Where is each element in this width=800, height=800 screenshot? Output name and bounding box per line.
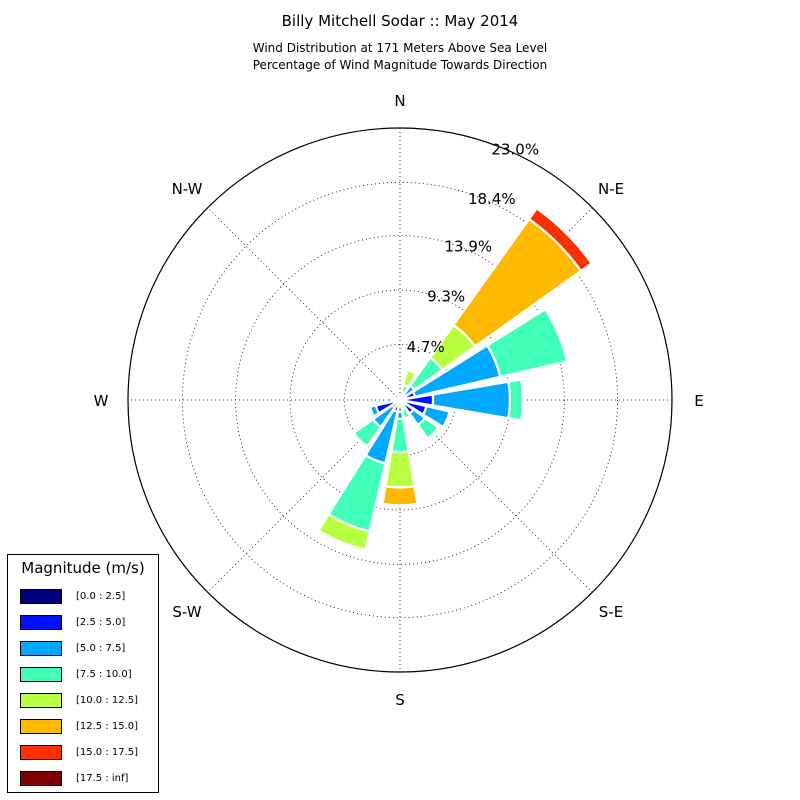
outer-ring bbox=[127, 127, 673, 673]
wind-rose-bar-segment bbox=[397, 396, 402, 401]
direction-label-w: W bbox=[94, 392, 109, 410]
wind-rose-bar-segment bbox=[527, 206, 594, 273]
wind-rose-bar-segment bbox=[421, 404, 451, 429]
direction-label-n-e: N-E bbox=[598, 180, 624, 198]
legend-swatch bbox=[20, 771, 62, 786]
legend-swatch bbox=[20, 745, 62, 760]
radial-tick-label: 23.0% bbox=[491, 141, 539, 159]
direction-label-s: S bbox=[395, 691, 405, 709]
legend-title: Magnitude (m/s) bbox=[21, 559, 145, 577]
wind-rose-bar-segment bbox=[317, 512, 371, 552]
chart-subtitle-line-2: Percentage of Wind Magnitude Towards Dir… bbox=[252, 58, 548, 72]
legend-swatch bbox=[20, 589, 62, 604]
wind-rose-bar-segment bbox=[381, 485, 419, 507]
direction-label-s-w: S-W bbox=[172, 603, 201, 621]
chart-subtitle-line-1: Wind Distribution at 171 Meters Above Se… bbox=[252, 41, 548, 55]
chart-title: Billy Mitchell Sodar :: May 2014 bbox=[281, 12, 519, 30]
direction-label-n-w: N-W bbox=[172, 180, 203, 198]
chart-labels: 4.7% 9.3% 13.9% 18.4% 23.0% N N-E E S-E S S-W W N-W bbox=[94, 92, 704, 709]
wind-rose-bar-segment bbox=[385, 396, 394, 404]
legend-label: [2.5 : 5.0] bbox=[76, 617, 126, 628]
radial-tick-label: 9.3% bbox=[427, 287, 465, 305]
direction-label-e: E bbox=[694, 392, 703, 410]
legend-swatch bbox=[20, 615, 62, 630]
direction-label-s-e: S-E bbox=[599, 603, 623, 621]
legend-swatch bbox=[20, 693, 62, 708]
wind-rose-bar-segment bbox=[384, 450, 416, 489]
legend-label: [7.5 : 10.0] bbox=[76, 669, 132, 680]
legend-swatch bbox=[20, 719, 62, 734]
direction-label-n: N bbox=[394, 92, 405, 110]
wind-rose-bar-segment bbox=[485, 307, 569, 379]
legend-swatch bbox=[20, 667, 62, 682]
radial-tick-label: 18.4% bbox=[468, 190, 516, 208]
legend-label: [12.5 : 15.0] bbox=[76, 721, 139, 732]
wind-rose-bar-segment bbox=[400, 406, 412, 420]
legend-label: [10.0 : 12.5] bbox=[76, 695, 139, 706]
wind-rose-bar-segment bbox=[368, 404, 381, 418]
legend-label: [15.0 : 17.5] bbox=[76, 747, 139, 758]
radial-gridline bbox=[181, 181, 619, 619]
radial-tick-label: 13.9% bbox=[444, 238, 492, 256]
legend-label: [17.5 : inf] bbox=[76, 773, 129, 784]
wind-rose-bar-segment bbox=[507, 378, 525, 422]
legend: Magnitude (m/s) [0.0 : 2.5] [2.5 : 5.0] … bbox=[7, 554, 159, 793]
wind-rose-bar-segment bbox=[416, 416, 441, 441]
legend-label: [0.0 : 2.5] bbox=[76, 591, 126, 602]
legend-label: [5.0 : 7.5] bbox=[76, 643, 126, 654]
wind-rose-bar-segment bbox=[402, 368, 418, 389]
wind-rose-bars bbox=[317, 206, 594, 552]
legend-swatch bbox=[20, 641, 62, 656]
radial-tick-label: 4.7% bbox=[407, 338, 445, 356]
wind-rose-bar-segment bbox=[352, 417, 383, 448]
